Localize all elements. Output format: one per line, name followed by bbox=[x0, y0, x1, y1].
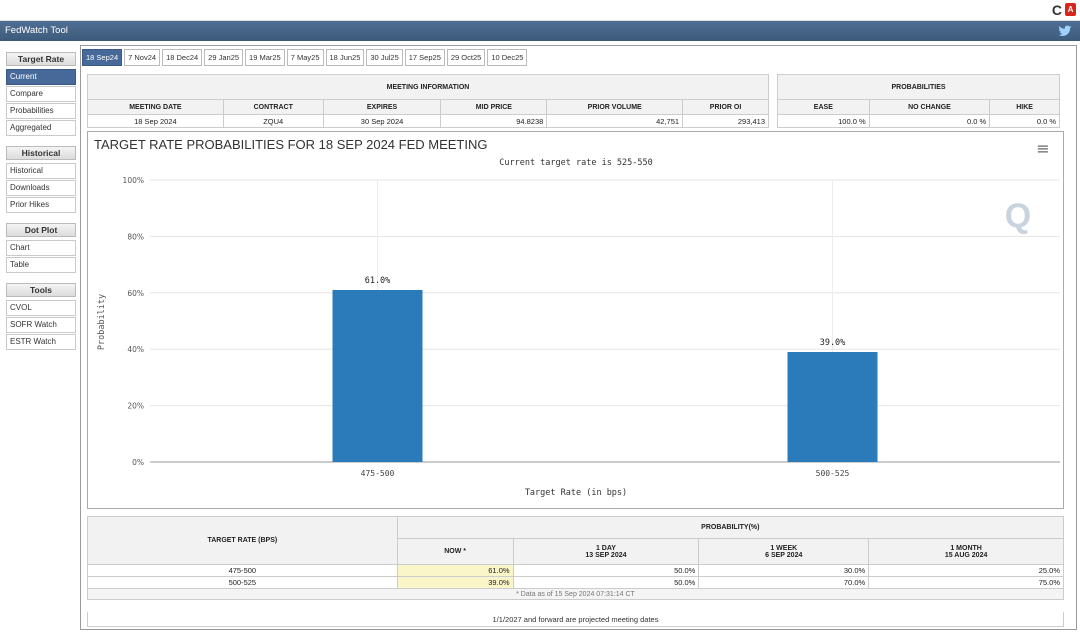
data-timestamp-note: * Data as of 15 Sep 2024 07:31:14 CT bbox=[87, 588, 1064, 600]
month-cell: 75.0% bbox=[868, 576, 1064, 589]
x-tick-label: 475-500 bbox=[361, 469, 395, 478]
prior-volume-value: 42,751 bbox=[546, 114, 684, 128]
meeting-tabs: 18 Sep24 7 Nov24 18 Dec24 29 Jan25 19 Mar25 7… bbox=[82, 49, 529, 67]
table-row: 475-500 61.0% 50.0% 30.0% 25.0% bbox=[87, 564, 1064, 577]
sidebar-item-prior-hikes[interactable]: Prior Hikes bbox=[6, 197, 76, 213]
bar-data-label: 39.0% bbox=[820, 338, 846, 348]
y-tick-label: 80% bbox=[127, 232, 144, 241]
tab-meeting[interactable]: 18 Sep24 bbox=[82, 49, 123, 66]
sidebar-item-estr-watch[interactable]: ESTR Watch bbox=[6, 334, 76, 350]
probabilities-caption: PROBABILITIES bbox=[777, 74, 1060, 100]
x-axis-label: Target Rate (in bps) bbox=[525, 488, 627, 498]
mid-price-value: 94.8238 bbox=[440, 114, 548, 128]
header-mid-price: MID PRICE bbox=[440, 99, 548, 115]
tab-meeting[interactable]: 10 Dec25 bbox=[487, 49, 528, 66]
sidebar-item-compare[interactable]: Compare bbox=[6, 86, 76, 102]
pdf-icon[interactable]: A bbox=[1065, 3, 1076, 16]
bar[interactable] bbox=[332, 289, 423, 462]
sidebar-item-probabilities[interactable]: Probabilities bbox=[6, 103, 76, 119]
header-1-month: 1 MONTH 15 AUG 2024 bbox=[868, 538, 1064, 565]
sidebar: Target Rate Current Compare Probabilities Ag… bbox=[4, 49, 78, 351]
probability-chart: TARGET RATE PROBABILITIES FOR 18 SEP 202… bbox=[94, 137, 1060, 498]
bar-data-label: 61.0% bbox=[365, 276, 391, 286]
meeting-info-table: MEETING INFORMATION MEETING DATE CONTRAC… bbox=[87, 74, 769, 128]
browser-strip: C A bbox=[0, 0, 1080, 21]
twitter-icon[interactable] bbox=[1058, 24, 1072, 38]
rate-cell: 500-525 bbox=[87, 576, 398, 589]
no-change-value: 0.0 % bbox=[868, 114, 991, 128]
tab-meeting[interactable]: 29 Oct25 bbox=[446, 49, 486, 66]
chart-panel: TARGET RATE PROBABILITIES FOR 18 SEP 202… bbox=[87, 131, 1064, 509]
tab-meeting[interactable]: 18 Dec24 bbox=[162, 49, 203, 66]
day-cell: 50.0% bbox=[512, 576, 700, 589]
probability-history-table: TARGET RATE (BPS) PROBABILITY(%) NOW * 1… bbox=[87, 516, 1065, 600]
header-prior-oi: PRIOR OI bbox=[682, 99, 769, 115]
watermark-logo: Q bbox=[1005, 197, 1031, 235]
y-tick-label: 40% bbox=[127, 345, 144, 354]
probabilities-table: PROBABILITIES EASE NO CHANGE HIKE 100.0 … bbox=[777, 74, 1060, 128]
header-1-day: 1 DAY 13 SEP 2024 bbox=[512, 538, 700, 565]
header-meeting-date: MEETING DATE bbox=[87, 99, 224, 115]
projection-footnote: 1/1/2027 and forward are projected meeti… bbox=[87, 612, 1064, 627]
header-now: NOW * bbox=[396, 538, 514, 565]
week-cell: 70.0% bbox=[698, 576, 870, 589]
y-tick-label: 0% bbox=[132, 458, 144, 467]
prior-oi-value: 293,413 bbox=[682, 114, 769, 128]
bar[interactable] bbox=[787, 352, 878, 462]
header-hike: HIKE bbox=[989, 99, 1060, 115]
sidebar-section-target-rate: Target Rate bbox=[6, 52, 76, 66]
sidebar-item-sofr-watch[interactable]: SOFR Watch bbox=[6, 317, 76, 333]
sidebar-item-historical[interactable]: Historical bbox=[6, 163, 76, 179]
now-cell: 39.0% bbox=[396, 576, 514, 589]
chart-subtitle: Current target rate is 525-550 bbox=[499, 158, 653, 168]
header-1-week: 1 WEEK 6 SEP 2024 bbox=[698, 538, 870, 565]
month-cell: 25.0% bbox=[868, 564, 1064, 577]
header-ease: EASE bbox=[777, 99, 870, 115]
tab-meeting[interactable]: 7 May25 bbox=[286, 49, 324, 66]
y-axis-label: Probability bbox=[97, 294, 107, 350]
tab-meeting[interactable]: 19 Mar25 bbox=[245, 49, 285, 66]
header-expires: EXPIRES bbox=[322, 99, 442, 115]
sidebar-item-cvol[interactable]: CVOL bbox=[6, 300, 76, 316]
sidebar-item-downloads[interactable]: Downloads bbox=[6, 180, 76, 196]
sidebar-item-aggregated[interactable]: Aggregated bbox=[6, 120, 76, 136]
chart-title: TARGET RATE PROBABILITIES FOR 18 SEP 202… bbox=[94, 137, 487, 152]
sidebar-item-chart[interactable]: Chart bbox=[6, 240, 76, 256]
header-target-rate: TARGET RATE (BPS) bbox=[87, 516, 398, 565]
rate-cell: 475-500 bbox=[87, 564, 398, 577]
y-tick-label: 100% bbox=[123, 176, 144, 185]
header-no-change: NO CHANGE bbox=[868, 99, 991, 115]
tab-meeting[interactable]: 18 Jun25 bbox=[325, 49, 365, 66]
contract-value: ZQU4 bbox=[222, 114, 324, 128]
y-tick-label: 60% bbox=[127, 289, 144, 298]
y-tick-label: 20% bbox=[127, 402, 144, 411]
ease-value: 100.0 % bbox=[777, 114, 870, 128]
hike-value: 0.0 % bbox=[989, 114, 1060, 128]
tab-meeting[interactable]: 30 Jul25 bbox=[366, 49, 403, 66]
x-tick-label: 500-525 bbox=[816, 469, 850, 478]
header-prior-volume: PRIOR VOLUME bbox=[546, 99, 684, 115]
reload-icon[interactable]: C bbox=[1051, 2, 1062, 18]
table-row: 500-525 39.0% 50.0% 70.0% 75.0% bbox=[87, 576, 1064, 589]
app-title: FedWatch Tool bbox=[5, 25, 68, 36]
sidebar-section-historical: Historical bbox=[6, 146, 76, 160]
expires-value: 30 Sep 2024 bbox=[322, 114, 442, 128]
header-probability-group: PROBABILITY(%) bbox=[396, 516, 1065, 539]
now-cell: 61.0% bbox=[396, 564, 514, 577]
header-contract: CONTRACT bbox=[222, 99, 324, 115]
tab-meeting[interactable]: 17 Sep25 bbox=[404, 49, 445, 66]
chart-menu-icon[interactable]: ≡ bbox=[1036, 139, 1049, 158]
tab-meeting[interactable]: 29 Jan25 bbox=[204, 49, 244, 66]
sidebar-section-dot-plot: Dot Plot bbox=[6, 223, 76, 237]
sidebar-section-tools: Tools bbox=[6, 283, 76, 297]
meeting-date-value: 18 Sep 2024 bbox=[87, 114, 224, 128]
main-panel: 18 Sep24 7 Nov24 18 Dec24 29 Jan25 19 Mar25 7… bbox=[80, 45, 1077, 630]
sidebar-item-table[interactable]: Table bbox=[6, 257, 76, 273]
sidebar-item-current[interactable]: Current bbox=[6, 69, 76, 85]
tab-meeting[interactable]: 7 Nov24 bbox=[124, 49, 161, 66]
meeting-info-caption: MEETING INFORMATION bbox=[87, 74, 769, 100]
app-header: FedWatch Tool bbox=[0, 21, 1080, 41]
day-cell: 50.0% bbox=[512, 564, 700, 577]
week-cell: 30.0% bbox=[698, 564, 870, 577]
